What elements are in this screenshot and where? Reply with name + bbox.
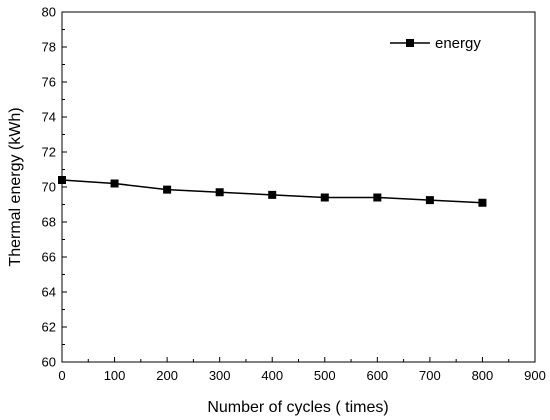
legend: energy [390,35,481,52]
y-tick-label: 66 [42,250,56,265]
x-axis-title: Number of cycles ( times) [207,399,388,416]
data-point [215,188,224,197]
x-tick-label: 600 [366,368,388,383]
y-tick-label: 78 [42,40,56,55]
y-tick-label: 62 [42,320,56,335]
y-tick-label: 76 [42,75,56,90]
y-tick-label: 74 [42,110,56,125]
data-point [163,185,172,194]
y-tick-label: 80 [42,5,56,20]
y-tick-label: 68 [42,215,56,230]
y-tick-label: 64 [42,285,56,300]
data-point [110,179,119,188]
x-tick-label: 800 [472,368,494,383]
data-point [268,190,277,199]
data-point [478,198,487,207]
x-axis: 0 100 200 300 400 500 600 700 800 900 [58,357,546,383]
x-tick-label: 500 [314,368,336,383]
y-tick-label: 60 [42,355,56,370]
x-tick-label: 400 [261,368,283,383]
y-axis-title: Thermal energy (kWh) [7,107,24,266]
data-point [58,176,66,184]
data-point [373,193,382,202]
x-tick-label: 0 [58,368,65,383]
x-tick-label: 900 [524,368,546,383]
legend-marker [406,39,414,47]
series-layer [58,176,487,207]
y-tick-label: 72 [42,145,56,160]
plot-frame [61,11,536,363]
y-axis: 60 62 64 66 68 70 72 74 76 78 80 [42,5,67,370]
x-tick-label: 200 [156,368,178,383]
data-point [320,193,329,202]
x-tick-label: 700 [419,368,441,383]
x-tick-label: 300 [209,368,231,383]
data-point [425,196,434,205]
legend-label: energy [435,35,481,52]
x-tick-label: 100 [104,368,126,383]
y-tick-label: 70 [42,180,56,195]
